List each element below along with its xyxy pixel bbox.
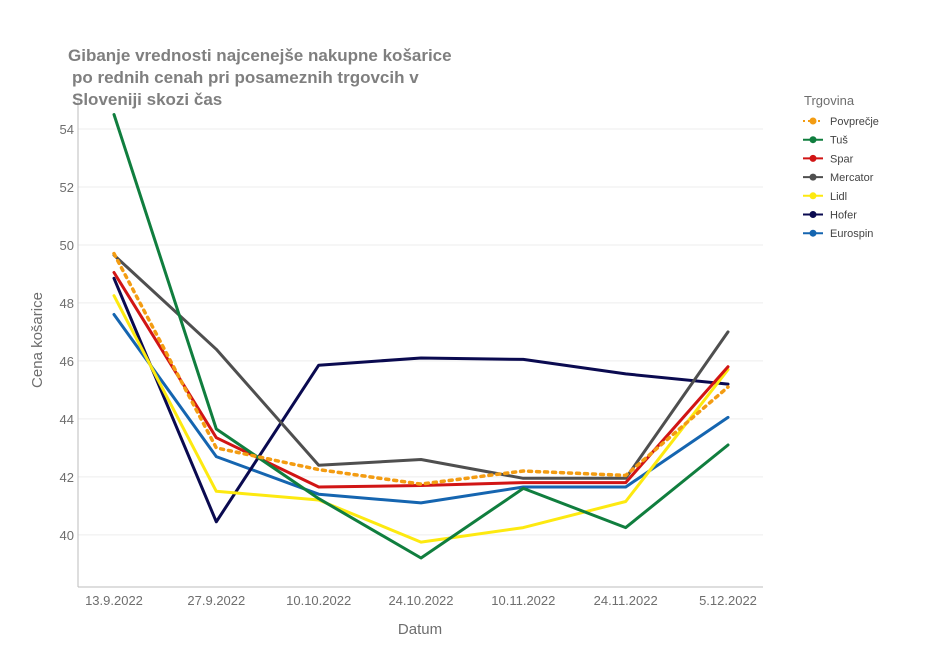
x-tick-labels: 13.9.2022 27.9.2022 10.10.2022 24.10.2022 10… [85,593,757,608]
legend-label: Mercator [830,172,874,184]
legend-title: Trgovina [804,93,855,108]
y-tick-label: 44 [60,412,74,427]
legend-item-lidl[interactable]: Lidl [803,191,847,203]
x-tick-label: 24.10.2022 [388,593,453,608]
legend-swatch-marker [809,211,817,218]
legend-item-hofer[interactable]: Hofer [803,210,857,222]
legend-swatch-marker [809,192,817,200]
legend-label: Lidl [830,191,847,203]
x-tick-label: 10.10.2022 [286,593,351,608]
series-line-mercator [112,253,730,480]
y-tick-label: 46 [60,354,74,369]
y-tick-label: 54 [60,122,74,137]
series-line-spar [112,271,730,489]
x-axis-label: Datum [398,621,442,638]
chart-title-line-3: Sloveniji skozi čas [72,90,222,109]
legend-label: Tuš [830,135,848,147]
legend-label: Eurospin [830,228,873,240]
x-tick-label: 13.9.2022 [85,593,143,608]
y-tick-label: 50 [60,238,74,253]
y-tick-labels: 40 42 44 46 48 50 52 54 [60,122,74,543]
legend-swatch-marker [809,136,817,144]
chart-title-line-1: Gibanje vrednosti najcenejše nakupne koš… [68,46,452,65]
axes [77,100,763,588]
gridlines [78,128,763,536]
y-tick-label: 52 [60,180,74,195]
x-tick-label: 24.11.2022 [594,593,658,608]
legend-swatch-marker [809,117,817,125]
y-axis-label: Cena košarice [29,292,46,388]
y-tick-label: 40 [60,528,74,543]
x-tick-label: 10.11.2022 [491,593,555,608]
legend-label: Hofer [830,210,857,222]
series-line-eurospin [112,313,730,505]
series-line-tus [112,113,730,560]
x-tick-label: 5.12.2022 [699,593,757,608]
y-tick-label: 48 [60,296,74,311]
legend-item-tus[interactable]: Tuš [803,135,848,147]
legend-label: Povprečje [830,116,879,128]
chart-title: Gibanje vrednosti najcenejše nakupne koš… [68,46,452,109]
legend-item-mercator[interactable]: Mercator [803,172,874,184]
legend-item-eurospin[interactable]: Eurospin [803,228,873,240]
series-line-povprecje [112,251,730,486]
legend-swatch-marker [809,229,817,237]
y-tick-label: 42 [60,470,74,485]
legend-swatch-marker [809,154,817,162]
chart-title-line-2: po rednih cenah pri posameznih trgovcih … [72,68,419,87]
legend-item-povprecje[interactable]: Povprečje [803,116,879,128]
legend: Trgovina Povprečje Tuš Spar Mercator Lidl Hof… [803,93,879,240]
series-lines [112,113,730,560]
series-line-lidl [112,294,730,544]
legend-label: Spar [830,153,854,165]
series-line-hofer [112,276,730,524]
legend-swatch-marker [809,173,817,181]
legend-item-spar[interactable]: Spar [803,153,854,165]
x-tick-label: 27.9.2022 [187,593,245,608]
